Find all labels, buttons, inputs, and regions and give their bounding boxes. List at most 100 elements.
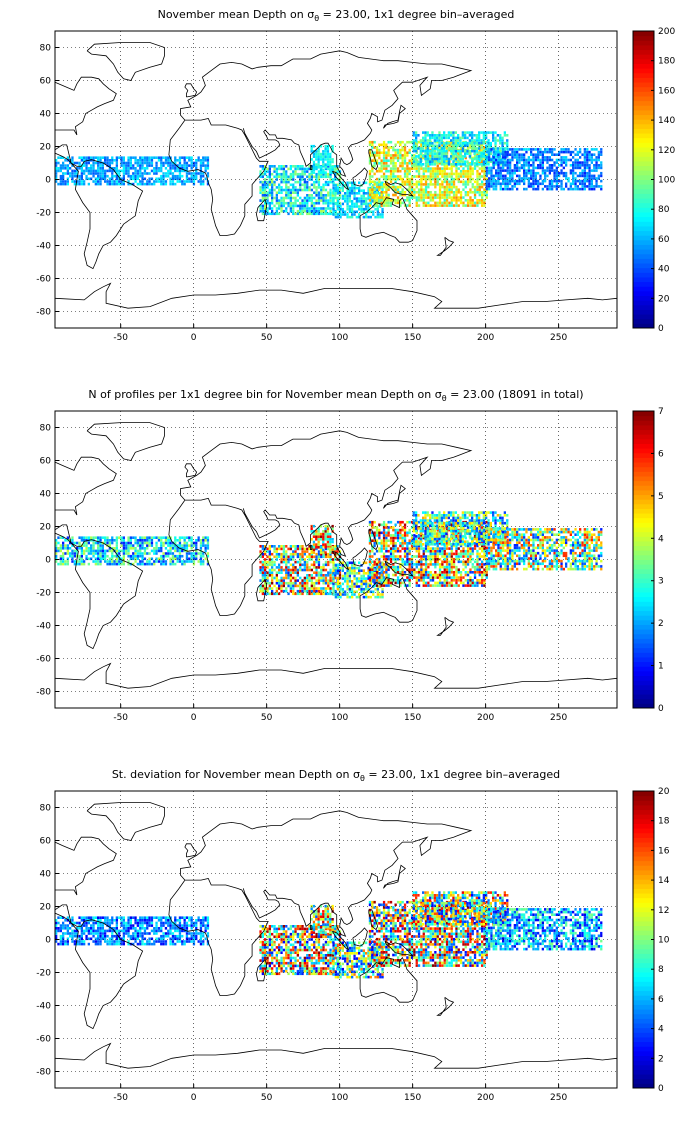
data-bin [141, 177, 144, 181]
data-bin [368, 542, 372, 545]
data-bin [315, 547, 318, 551]
data-bin [565, 182, 568, 186]
data-bin [202, 156, 205, 159]
data-bin [55, 167, 58, 170]
data-bin [348, 205, 351, 208]
data-bin [401, 177, 404, 181]
data-bin [574, 164, 577, 167]
data-bin [403, 167, 407, 170]
colorbar-segment [633, 244, 654, 250]
data-bin [59, 177, 62, 181]
data-bin [268, 581, 271, 585]
data-bin [303, 550, 306, 553]
data-bin [303, 587, 306, 590]
data-bin [396, 520, 400, 524]
data-bin [346, 194, 349, 198]
data-bin [308, 579, 311, 582]
data-bin [466, 175, 470, 178]
data-bin [327, 545, 330, 548]
data-bin [466, 199, 470, 202]
data-bin [111, 174, 114, 178]
data-bin [310, 188, 313, 192]
data-bin [368, 523, 372, 527]
data-bin [394, 164, 397, 168]
data-bin [403, 563, 407, 566]
data-bin [427, 183, 430, 186]
data-bin [443, 185, 446, 189]
data-bin [111, 180, 114, 183]
data-bin [382, 151, 386, 154]
data-bin [271, 180, 274, 184]
data-bin [285, 209, 288, 213]
data-bin [464, 160, 467, 163]
data-bin [206, 182, 210, 186]
data-bin [301, 545, 304, 548]
data-bin [518, 182, 521, 186]
data-bin [590, 161, 593, 164]
data-bin [389, 560, 393, 564]
data-bin [401, 534, 404, 537]
colorbar-segment [633, 109, 654, 116]
data-bin [534, 166, 537, 170]
eurasia-africa-coastline [168, 50, 473, 236]
data-bin [555, 166, 558, 170]
data-bin [271, 201, 274, 205]
data-bin [495, 182, 498, 186]
data-bin [190, 174, 193, 178]
data-bin [113, 167, 116, 170]
data-bin [368, 520, 372, 524]
data-bin [426, 160, 429, 163]
data-bin [595, 148, 598, 151]
data-bin [471, 141, 474, 145]
data-bin [417, 199, 421, 202]
data-bin [329, 571, 332, 574]
data-bin [261, 568, 264, 572]
data-bin [317, 209, 321, 213]
data-bin [167, 161, 170, 165]
data-bin [511, 153, 514, 156]
data-bin [530, 171, 533, 175]
data-bin [502, 161, 505, 164]
data-bin [199, 552, 203, 555]
data-bin [76, 182, 79, 186]
data-bin [261, 589, 264, 593]
data-bin [417, 155, 420, 158]
data-bin [483, 183, 486, 186]
data-bin [595, 179, 598, 183]
data-bin [376, 213, 379, 216]
data-bin [408, 151, 411, 154]
data-bin [306, 563, 309, 567]
data-bin [365, 587, 368, 591]
data-bin [448, 183, 451, 186]
data-bin [523, 177, 526, 180]
data-bin [555, 161, 558, 164]
data-bin [122, 156, 125, 159]
data-bin [76, 549, 79, 553]
data-bin [313, 589, 316, 593]
data-bin [371, 544, 374, 548]
data-bin [308, 194, 311, 197]
data-bin [306, 584, 309, 588]
data-bin [506, 153, 509, 156]
data-bin [497, 166, 500, 170]
data-bin [62, 557, 65, 561]
data-bin [579, 174, 582, 178]
data-bin [396, 581, 400, 585]
data-bin [534, 156, 537, 159]
data-bin [315, 167, 318, 171]
data-bin [431, 167, 435, 170]
data-bin [385, 159, 388, 162]
data-bin [482, 131, 485, 134]
data-bin [134, 557, 137, 561]
data-bin [134, 156, 137, 159]
data-bin [583, 150, 586, 154]
data-bin [422, 156, 425, 160]
data-bin [80, 180, 83, 183]
data-bin [448, 143, 451, 147]
data-bin [268, 180, 271, 184]
data-bin [378, 199, 381, 202]
data-bin [71, 554, 74, 558]
data-bin [287, 584, 290, 588]
data-bin [122, 167, 125, 170]
data-bin [76, 547, 79, 550]
